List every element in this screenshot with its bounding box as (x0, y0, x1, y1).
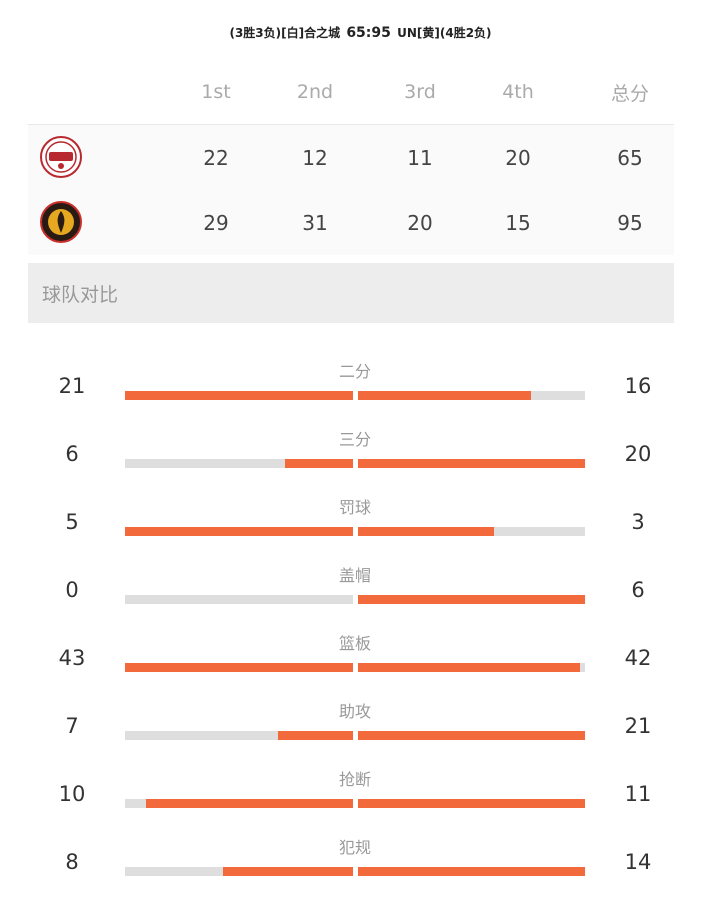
stat-away-bar-fill (358, 799, 585, 808)
stat-home-bar-fill (145, 799, 353, 808)
stat-label: 篮板 (338, 634, 371, 653)
home-q3: 11 (407, 145, 433, 170)
stat-away-bar-fill (358, 595, 585, 604)
away-q2: 31 (302, 210, 328, 235)
home-record: (3胜3负) (229, 26, 282, 40)
stat-home-value: 6 (65, 442, 79, 466)
stat-home-bar (125, 867, 353, 876)
stat-label: 盖帽 (338, 566, 371, 585)
home-q2: 12 (302, 145, 328, 170)
stat-row: 犯规 8 14 (0, 826, 721, 894)
home-total: 65 (617, 145, 643, 170)
match-header: (3胜3负)[白]合之城 65:95 UN[黄](4胜2负) (0, 24, 721, 41)
home-q1: 22 (203, 145, 229, 170)
stat-away-value: 14 (624, 850, 652, 874)
stat-label: 罚球 (338, 498, 371, 517)
stat-away-value: 11 (624, 782, 652, 806)
stat-label: 助攻 (338, 702, 371, 721)
team-comparison-stats: 二分 21 16 三分 6 20 罚球 5 3 盖帽 0 6 篮板 43 42 助攻 7 21 抢断 10 11 犯规 8 1… (0, 350, 721, 894)
stat-home-bar-fill (125, 527, 353, 536)
stat-away-bar (358, 595, 585, 604)
stat-row: 三分 6 20 (0, 418, 721, 486)
stat-home-bar (125, 595, 353, 604)
stat-label: 三分 (338, 430, 371, 449)
stat-away-value: 6 (631, 578, 645, 602)
stat-home-bar (125, 391, 353, 400)
stat-home-bar-fill (284, 459, 353, 468)
stat-home-bar-fill (125, 663, 353, 672)
stat-row: 助攻 7 21 (0, 690, 721, 758)
team-comparison-header: 球队对比 (28, 263, 674, 323)
stat-home-value: 21 (58, 374, 86, 398)
stat-home-bar (125, 799, 353, 808)
stat-home-bar-fill (277, 731, 353, 740)
away-team-row: 29 31 20 15 95 (28, 190, 674, 255)
stat-away-bar (358, 663, 585, 672)
stat-away-bar (358, 799, 585, 808)
stat-row: 抢断 10 11 (0, 758, 721, 826)
stat-away-bar (358, 731, 585, 740)
stat-away-bar-fill (358, 459, 585, 468)
section-title: 球队对比 (42, 283, 119, 306)
match-score: 65:95 (346, 25, 391, 41)
away-team-name: UN (397, 26, 417, 40)
stat-away-value: 16 (624, 374, 652, 398)
stat-home-value: 7 (65, 714, 79, 738)
stat-away-bar (358, 867, 585, 876)
stat-away-bar-fill (358, 867, 585, 876)
stat-away-value: 21 (624, 714, 652, 738)
stat-away-value: 20 (624, 442, 652, 466)
stat-home-value: 10 (58, 782, 86, 806)
away-total: 95 (617, 210, 643, 235)
stat-home-value: 0 (65, 578, 79, 602)
stat-away-bar-fill (358, 391, 531, 400)
stat-home-bar-fill (125, 391, 353, 400)
home-color: [白] (281, 26, 305, 40)
stat-label: 犯规 (338, 838, 371, 857)
home-team-logo[interactable] (40, 136, 82, 178)
away-q3: 20 (407, 210, 433, 235)
quarter-header-4: 4th (502, 81, 534, 103)
stat-away-value: 42 (624, 646, 652, 670)
stat-row: 二分 21 16 (0, 350, 721, 418)
stat-away-bar (358, 459, 585, 468)
stat-away-bar-fill (358, 663, 581, 672)
stat-away-bar (358, 391, 585, 400)
stat-away-bar-fill (358, 527, 495, 536)
quarter-header-row: 1st 2nd 3rd 4th 总分 (28, 60, 674, 125)
quarter-header-3: 3rd (404, 81, 436, 103)
away-q1: 29 (203, 210, 229, 235)
home-team-name: 合之城 (304, 26, 341, 40)
stat-home-bar-fill (223, 867, 353, 876)
stat-home-value: 8 (65, 850, 79, 874)
stat-away-value: 3 (631, 510, 645, 534)
home-team-row: 22 12 11 20 65 (28, 125, 674, 190)
away-team-logo[interactable] (40, 201, 82, 243)
stat-label: 二分 (338, 362, 371, 381)
stat-home-bar (125, 731, 353, 740)
stat-home-value: 43 (58, 646, 86, 670)
stat-row: 罚球 5 3 (0, 486, 721, 554)
stat-away-bar (358, 527, 585, 536)
quarter-header-1: 1st (201, 81, 231, 103)
quarter-header-2: 2nd (296, 81, 334, 103)
stat-home-value: 5 (65, 510, 79, 534)
away-record: (4胜2负) (439, 26, 492, 40)
stat-home-bar (125, 663, 353, 672)
away-q4: 15 (505, 210, 531, 235)
stat-row: 盖帽 0 6 (0, 554, 721, 622)
quarter-header-total: 总分 (610, 82, 649, 105)
home-q4: 20 (505, 145, 531, 170)
stat-home-bar (125, 459, 353, 468)
quarter-score-table: 1st 2nd 3rd 4th 总分 22 12 11 20 65 29 (28, 60, 674, 255)
stat-home-bar (125, 527, 353, 536)
stat-away-bar-fill (358, 731, 585, 740)
stat-label: 抢断 (338, 770, 371, 789)
away-color: [黄] (416, 26, 440, 40)
stat-row: 篮板 43 42 (0, 622, 721, 690)
